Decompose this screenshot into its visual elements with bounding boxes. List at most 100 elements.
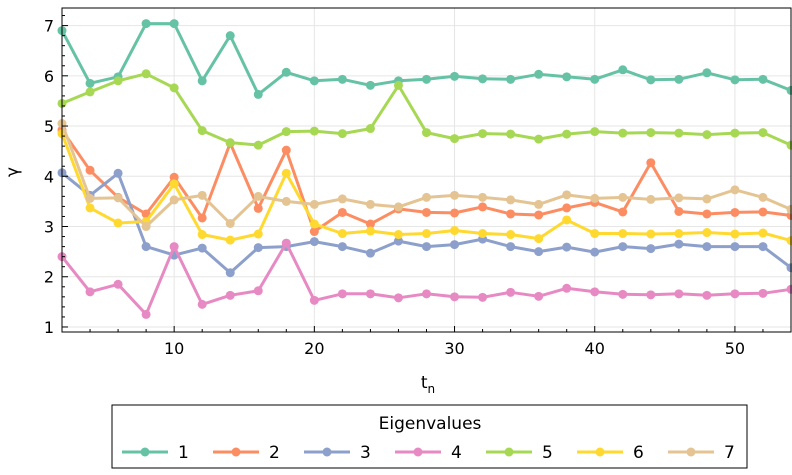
- data-point: [365, 219, 375, 229]
- data-point: [562, 203, 572, 213]
- data-point: [618, 229, 628, 239]
- data-point: [618, 242, 628, 252]
- data-point: [758, 192, 768, 202]
- x-tick-label: 50: [725, 339, 745, 358]
- data-point: [534, 247, 544, 257]
- data-point: [169, 179, 179, 189]
- data-point: [253, 140, 263, 150]
- data-point: [422, 289, 431, 299]
- data-point: [197, 299, 207, 309]
- data-point: [450, 226, 460, 236]
- data-point: [674, 206, 684, 216]
- x-tick-label: 20: [304, 339, 324, 358]
- legend-item-7: 7: [668, 443, 735, 463]
- legend-label: 6: [633, 443, 644, 463]
- data-point: [141, 242, 151, 252]
- data-point: [113, 218, 123, 228]
- y-tick-label: 7: [44, 17, 54, 36]
- legend-item-3: 3: [304, 443, 371, 463]
- data-point: [674, 74, 684, 84]
- data-point: [253, 229, 263, 239]
- data-point: [281, 238, 291, 248]
- x-axis-label-subscript: n: [428, 382, 436, 396]
- data-point: [450, 240, 460, 250]
- legend-label: 2: [269, 443, 280, 463]
- data-point: [309, 76, 319, 86]
- data-point: [618, 207, 628, 217]
- data-point: [506, 230, 516, 240]
- data-point: [309, 237, 319, 247]
- data-point: [337, 242, 347, 252]
- data-point: [758, 207, 768, 217]
- data-point: [618, 289, 628, 299]
- data-point: [85, 78, 95, 88]
- data-point: [197, 243, 207, 253]
- legend-box: [111, 404, 748, 469]
- data-point: [590, 229, 600, 239]
- data-point: [450, 208, 460, 218]
- data-point: [730, 75, 740, 85]
- data-point: [562, 215, 572, 225]
- data-point: [197, 213, 207, 223]
- series-2: [57, 125, 792, 237]
- x-axis-label: tn: [421, 373, 435, 396]
- series-4: [57, 238, 792, 319]
- data-point: [225, 138, 235, 148]
- data-point: [730, 185, 740, 195]
- data-point: [478, 202, 488, 212]
- data-point: [562, 242, 572, 252]
- data-point: [646, 244, 656, 254]
- data-point: [646, 194, 656, 204]
- data-point: [758, 128, 768, 138]
- data-point: [590, 127, 600, 137]
- data-point: [337, 129, 347, 139]
- data-point: [365, 124, 375, 134]
- data-point: [534, 134, 544, 144]
- data-point: [674, 289, 684, 299]
- data-point: [197, 76, 207, 86]
- data-point: [646, 158, 656, 168]
- data-point: [169, 242, 179, 252]
- data-point: [646, 229, 656, 239]
- data-point: [506, 209, 516, 219]
- data-point: [365, 248, 375, 258]
- data-point: [702, 194, 712, 204]
- data-point: [730, 207, 740, 217]
- data-point: [365, 80, 375, 90]
- data-point: [225, 268, 235, 278]
- data-point: [253, 191, 263, 201]
- data-point: [422, 74, 431, 84]
- data-point: [646, 290, 656, 300]
- data-point: [562, 190, 572, 200]
- series-3: [57, 168, 792, 278]
- data-point: [618, 65, 628, 75]
- legend-item-1: 1: [122, 443, 189, 463]
- data-point: [506, 195, 516, 205]
- data-point: [393, 230, 403, 240]
- y-tick-label: 5: [44, 117, 54, 136]
- data-point: [674, 128, 684, 138]
- data-point: [197, 126, 207, 136]
- series-1: [57, 19, 792, 99]
- data-point: [730, 229, 740, 239]
- legend-title: Eigenvalues: [379, 414, 482, 434]
- data-point: [253, 89, 263, 99]
- data-point: [478, 229, 488, 239]
- data-point: [758, 288, 768, 298]
- data-point: [478, 129, 488, 139]
- data-point: [674, 229, 684, 239]
- y-tick-label: 6: [44, 67, 54, 86]
- data-point: [393, 202, 403, 212]
- legend-label: 4: [451, 443, 462, 463]
- gridlines: [62, 8, 791, 332]
- data-point: [281, 145, 291, 155]
- data-point: [702, 130, 712, 140]
- data-point: [590, 247, 600, 257]
- data-point: [225, 290, 235, 300]
- data-point: [674, 239, 684, 249]
- data-point: [141, 69, 151, 79]
- legend-swatch-marker: [231, 447, 241, 457]
- data-point: [309, 227, 319, 237]
- data-point: [702, 242, 712, 252]
